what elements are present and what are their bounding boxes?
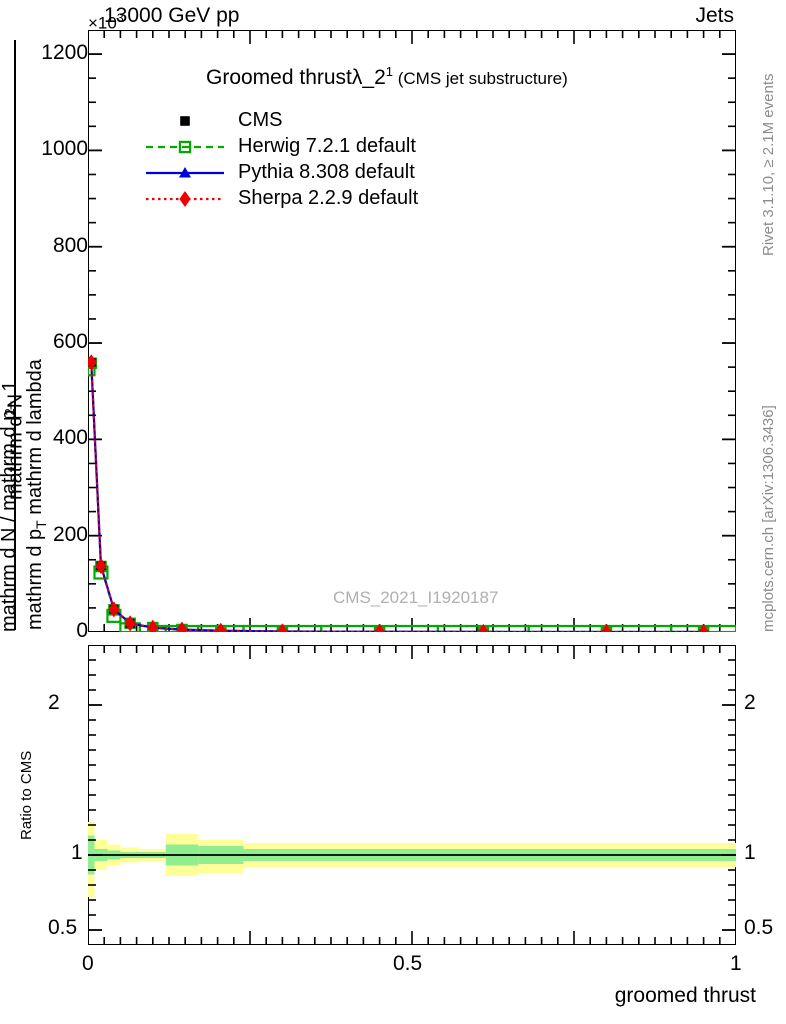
ratio-tick-label-right: 0.5 <box>744 916 774 939</box>
y-axis-frac-one: 1 <box>0 380 21 392</box>
plot-title: Groomed thrustλ_21 (CMS jet substructure… <box>206 64 568 89</box>
x-tick-label: 0 <box>82 952 94 975</box>
y-tick-label: 400 <box>52 426 88 450</box>
data-marker <box>374 623 386 632</box>
data-marker <box>147 619 159 632</box>
ratio-tick-label-right: 2 <box>744 691 756 714</box>
series-line <box>90 362 704 632</box>
rivet-credit: Rivet 3.1.10, ≥ 2.1M events <box>760 73 777 257</box>
ratio-tick-label-left: 1 <box>71 841 83 864</box>
data-marker <box>600 623 612 632</box>
data-marker <box>178 140 192 154</box>
y-tick-label: 800 <box>52 233 88 257</box>
ratio-plot-canvas <box>88 645 736 945</box>
legend-label: Sherpa 2.2.9 default <box>238 187 419 209</box>
y-tick-label: 200 <box>52 522 88 546</box>
ratio-axis-title: Ratio to CMS <box>18 750 35 840</box>
data-marker <box>124 615 136 632</box>
y-tick-label: 0 <box>76 619 88 642</box>
y-tick-label: 600 <box>52 330 88 354</box>
ratio-tick-label-left: 2 <box>48 691 60 714</box>
x-tick-label: 0.5 <box>393 952 423 975</box>
y-axis-multiplier: ×103 <box>88 11 124 33</box>
legend-marker <box>142 186 228 212</box>
ratio-plot-panel <box>88 645 736 945</box>
legend-marker <box>142 160 228 186</box>
data-marker <box>95 557 107 575</box>
analysis-id-watermark: CMS_2021_I1920187 <box>333 588 499 607</box>
legend-marker <box>142 108 228 134</box>
ratio-tick-label-left: 0.5 <box>48 916 78 939</box>
y-tick-label: 1200 <box>41 41 88 65</box>
data-marker <box>215 622 227 632</box>
legend-marker <box>142 134 228 160</box>
y-axis-tick-labels: 0 200 400 600 800 1000 1200 <box>36 30 88 642</box>
data-marker <box>179 167 191 178</box>
data-marker <box>477 623 489 632</box>
data-marker <box>108 601 120 618</box>
data-marker <box>180 116 190 126</box>
analysis-category-label: Jets <box>695 4 734 27</box>
y-axis-fraction-bar <box>14 40 16 630</box>
legend-label: CMS <box>238 109 283 131</box>
main-plot-canvas <box>88 30 736 632</box>
legend-label: Pythia 8.308 default <box>238 161 415 183</box>
y-tick-label: 1000 <box>41 137 88 161</box>
x-tick-label: 1 <box>730 952 742 975</box>
data-marker <box>179 190 191 208</box>
data-marker <box>176 621 188 632</box>
x-axis-title: groomed thrust <box>614 984 756 1007</box>
legend-label: Herwig 7.2.1 default <box>238 135 416 157</box>
data-marker <box>88 354 97 371</box>
data-marker <box>276 623 288 632</box>
mcplots-credit: mcplots.cern.ch [arXiv:1306.3436] <box>760 405 777 632</box>
beam-energy-label: 13000 GeV pp <box>104 4 240 27</box>
ratio-tick-label-right: 1 <box>744 841 756 864</box>
data-marker <box>698 623 710 632</box>
